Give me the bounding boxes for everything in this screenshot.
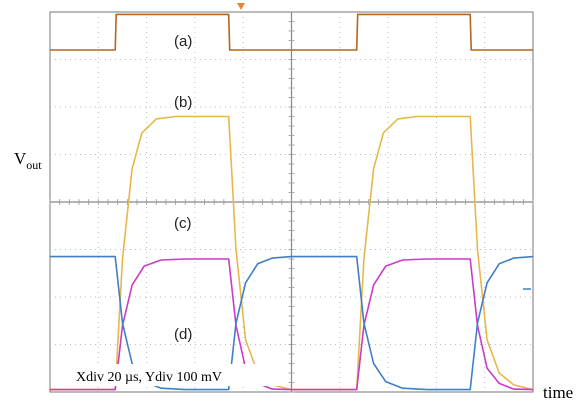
grid [49,11,534,393]
y-axis-label: Vout [14,149,42,172]
trace-label-b: (b) [174,94,192,111]
trace-a [50,13,533,51]
y-axis-label-sub: out [26,158,42,172]
trace-label-c: (c) [174,215,192,232]
annotation-box [70,364,282,386]
trigger-marker [237,3,245,10]
scale-annotation: Xdiv 20 µs, Ydiv 100 mV [76,370,222,385]
trace-label-a: (a) [174,33,192,50]
trace-labels: (a) (b) (c) (d) [174,33,192,343]
y-axis-label-main: V [14,149,27,168]
x-axis-label: time [543,383,573,402]
trace-label-d: (d) [174,326,192,343]
